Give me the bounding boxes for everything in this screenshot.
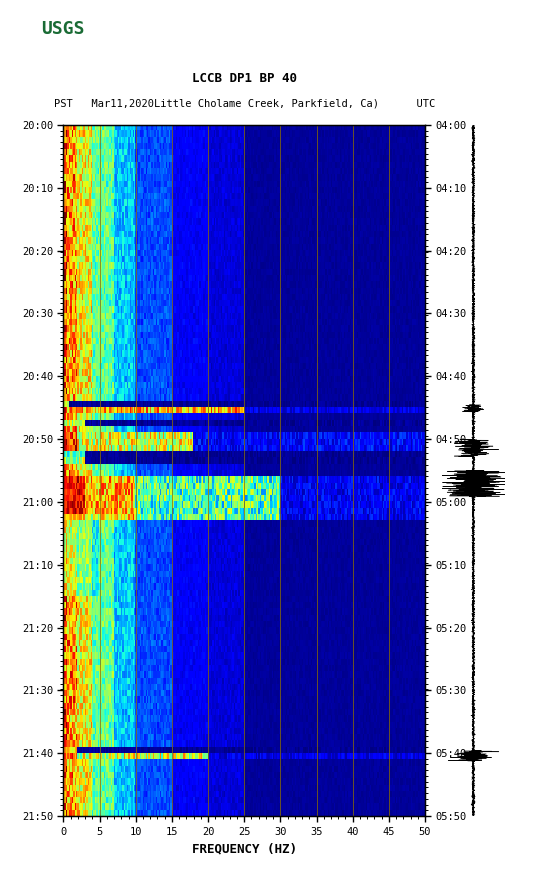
X-axis label: FREQUENCY (HZ): FREQUENCY (HZ)	[192, 842, 297, 855]
Text: LCCB DP1 BP 40: LCCB DP1 BP 40	[192, 71, 297, 85]
Text: USGS: USGS	[41, 21, 85, 38]
Text: PST   Mar11,2020Little Cholame Creek, Parkfield, Ca)      UTC: PST Mar11,2020Little Cholame Creek, Park…	[54, 99, 435, 109]
